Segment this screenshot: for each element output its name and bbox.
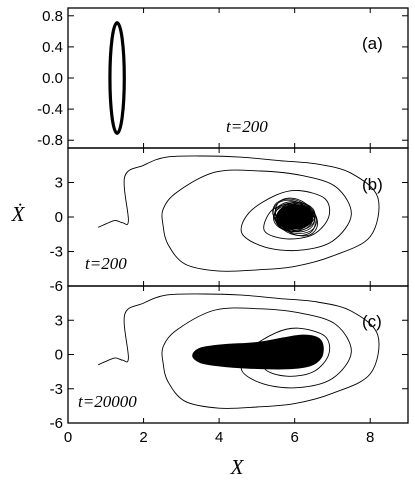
panel-a-label: (a) [362,34,383,53]
panel-b-attractor-loop [272,199,316,236]
panel-c-x-tick-label: 8 [366,429,374,446]
panel-c-y-tick-labels: 3 0 -3 -6 [50,312,63,432]
panel-c-transient-trajectory [98,293,380,409]
panel-b-attractor-core [276,204,314,230]
panel-b-time-label: t=200 [85,254,127,273]
panel-a-y-tick-labels: 0.8 0.4 0.0 -0.4 -0.8 [37,8,63,149]
c-y-tick-label: -6 [50,415,63,432]
b-y-tick-label: 0 [55,209,63,226]
panel-c-y-ticks [67,286,408,424]
panel-b-attractor-loop [272,198,316,233]
b-y-tick-label: -3 [50,244,63,261]
panel-a-y-ticks [67,8,408,148]
panel-b-attractor [272,197,318,237]
panel-b-transient-trajectory [98,155,380,272]
panel-c-x-tick-label: 2 [139,429,147,446]
c-y-tick-label: -3 [50,381,63,398]
panel-a: 0.8 0.4 0.0 -0.4 -0.8 (a) t=200 [37,7,409,149]
panel-c-attractor [192,334,324,370]
panel-b: 3 0 -3 -6 (b) t=200 [50,147,409,296]
y-axis-label: Ẋ [11,202,26,226]
panel-c-x-tick-labels: 0 2 4 6 8 [64,429,375,446]
a-y-tick-label: -0.8 [37,132,63,149]
panel-a-time-label: t=200 [226,117,268,136]
panel-c-x-tick-label: 4 [215,429,223,446]
b-y-tick-label: 3 [55,175,63,192]
panel-c: 3 0 -3 -6 0 2 4 6 8 (c) t=20000 [50,285,409,446]
panel-c-time-label: t=20000 [78,392,137,411]
c-y-tick-label: 0 [55,347,63,364]
b-y-tick-label: -6 [50,278,63,295]
panel-a-orbit [108,21,126,135]
panel-c-x-tick-label: 6 [290,429,298,446]
panel-b-label: (b) [362,175,383,194]
panel-c-x-tick-label: 0 [64,429,72,446]
c-y-tick-label: 3 [55,312,63,329]
a-y-tick-label: 0.0 [42,70,63,87]
a-y-tick-label: 0.4 [42,39,63,56]
panel-b-attractor-loop [275,197,318,237]
a-y-tick-label: 0.8 [42,8,63,25]
panel-c-label: (c) [362,312,382,331]
x-axis-label: X [230,455,245,479]
panel-b-y-tick-labels: 3 0 -3 -6 [50,175,63,296]
a-y-tick-label: -0.4 [37,101,63,118]
